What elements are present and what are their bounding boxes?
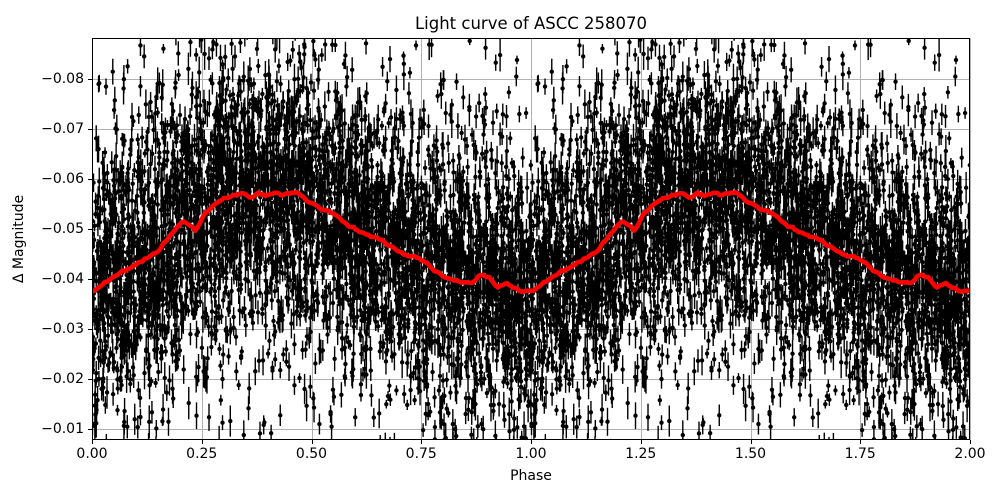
- x-tick-label: 0.25: [186, 446, 218, 462]
- y-tick-label: −0.08: [41, 71, 84, 87]
- x-tick-label: 1.25: [625, 446, 657, 462]
- y-tick-label: −0.07: [41, 121, 84, 137]
- chart-title: Light curve of ASCC 258070: [414, 13, 648, 33]
- x-tick-label: 1.00: [515, 446, 547, 462]
- x-tick-label: 0.75: [405, 446, 437, 462]
- x-tick-label: 1.50: [734, 446, 767, 462]
- y-tick-label: −0.04: [41, 271, 84, 287]
- x-tick-label: 1.75: [844, 446, 876, 462]
- y-axis-label: Δ Magnitude: [11, 194, 27, 284]
- y-tick-label: −0.03: [41, 321, 84, 337]
- y-tick-label: −0.05: [41, 221, 84, 237]
- y-tick-label: −0.02: [41, 371, 84, 387]
- x-tick-label: 2.00: [954, 446, 986, 462]
- y-tick-label: −0.06: [41, 171, 84, 187]
- x-tick-label: 0.00: [76, 446, 108, 462]
- x-tick-label: 0.50: [295, 446, 328, 462]
- x-axis-label: Phase: [510, 468, 552, 484]
- y-tick-label: −0.01: [41, 421, 84, 437]
